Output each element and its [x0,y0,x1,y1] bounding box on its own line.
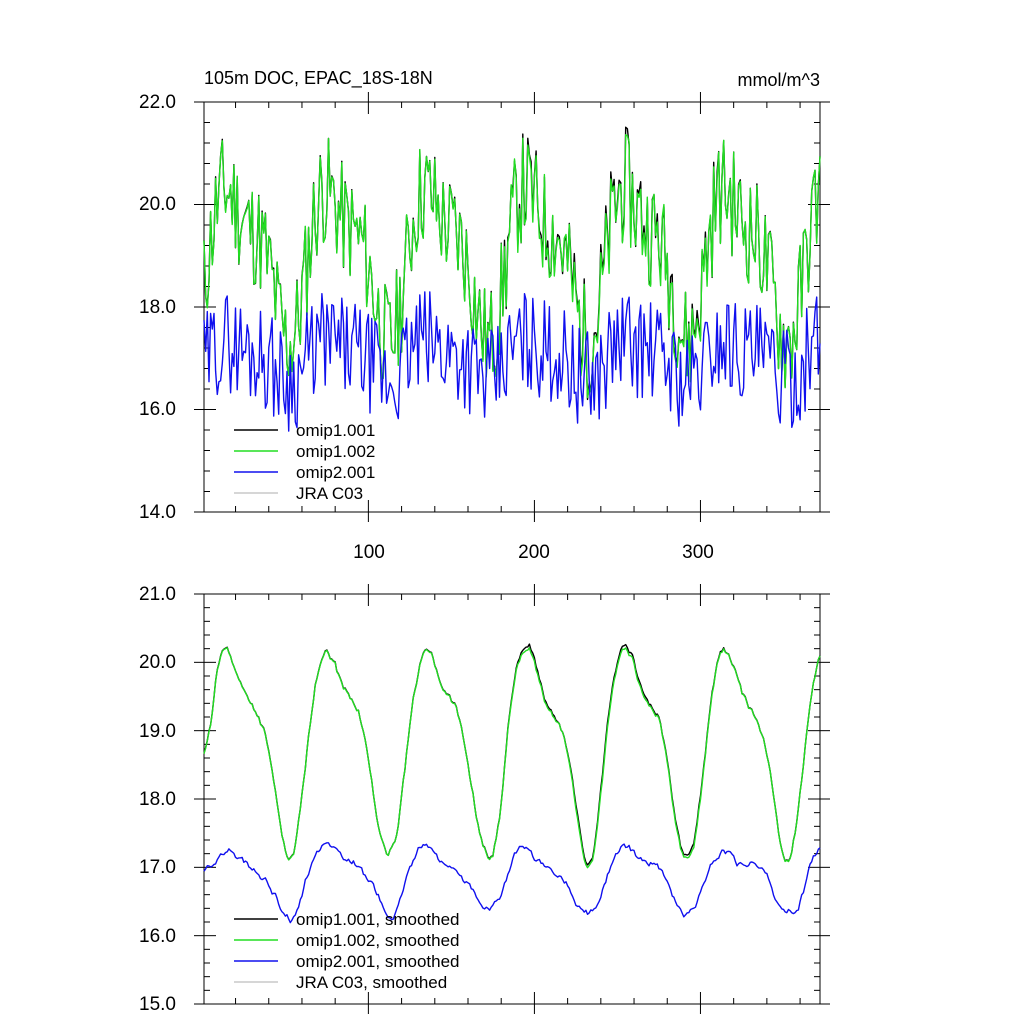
legend-label: omip1.002, smoothed [296,931,460,950]
legend-label: JRA C03, smoothed [296,973,447,992]
top-chart-title: 105m DOC, EPAC_18S-18N [204,68,433,89]
top-x-tick-labels: 100 200 300 [353,542,714,563]
legend-label: omip1.001 [296,421,375,440]
y-tick-label: 16.0 [139,399,176,420]
legend-label: omip1.002 [296,442,375,461]
y-tick-label: 20.0 [139,194,176,215]
y-tick-label: 19.0 [139,721,176,742]
series-line-omip1-002-smoothed [203,647,821,869]
y-tick-label: 20.0 [139,652,176,673]
x-tick-label: 100 [353,542,385,563]
y-tick-label: 21.0 [139,584,176,605]
legend-label: omip1.001, smoothed [296,910,460,929]
y-tick-label: 15.0 [139,994,176,1015]
series-line-omip2-001 [203,291,821,432]
legend-label: JRA C03 [296,484,363,503]
x-tick-label: 200 [518,542,550,563]
series-line-omip1-002 [203,133,821,399]
bottom-panel: 15.0 16.0 17.0 18.0 19.0 20.0 21.0 omip1… [139,584,830,1015]
top-legend: omip1.001 omip1.002 omip2.001 JRA C03 [234,421,375,503]
series-line-omip1-001 [203,126,821,401]
series-line-omip2-001-smoothed [203,842,821,924]
bottom-axis-ticks [194,584,830,1014]
y-tick-label: 18.0 [139,297,176,318]
legend-label: omip2.001, smoothed [296,952,460,971]
top-chart-units: mmol/m^3 [738,70,820,90]
bottom-y-tick-labels: 15.0 16.0 17.0 18.0 19.0 20.0 21.0 [139,584,176,1015]
series-line-omip1-001-smoothed [203,643,821,866]
top-series-group [203,126,821,432]
y-tick-label: 18.0 [139,789,176,810]
legend-label: omip2.001 [296,463,375,482]
bottom-legend: omip1.001, smoothed omip1.002, smoothed … [234,910,460,992]
y-tick-label: 17.0 [139,857,176,878]
y-tick-label: 16.0 [139,926,176,947]
top-panel: 105m DOC, EPAC_18S-18N mmol/m^3 14.0 16.… [139,68,830,563]
top-axis-ticks [194,92,830,522]
y-tick-label: 22.0 [139,92,176,113]
y-tick-label: 14.0 [139,502,176,523]
top-y-tick-labels: 14.0 16.0 18.0 20.0 22.0 [139,92,176,523]
x-tick-label: 300 [682,542,714,563]
bottom-series-group [203,643,821,924]
